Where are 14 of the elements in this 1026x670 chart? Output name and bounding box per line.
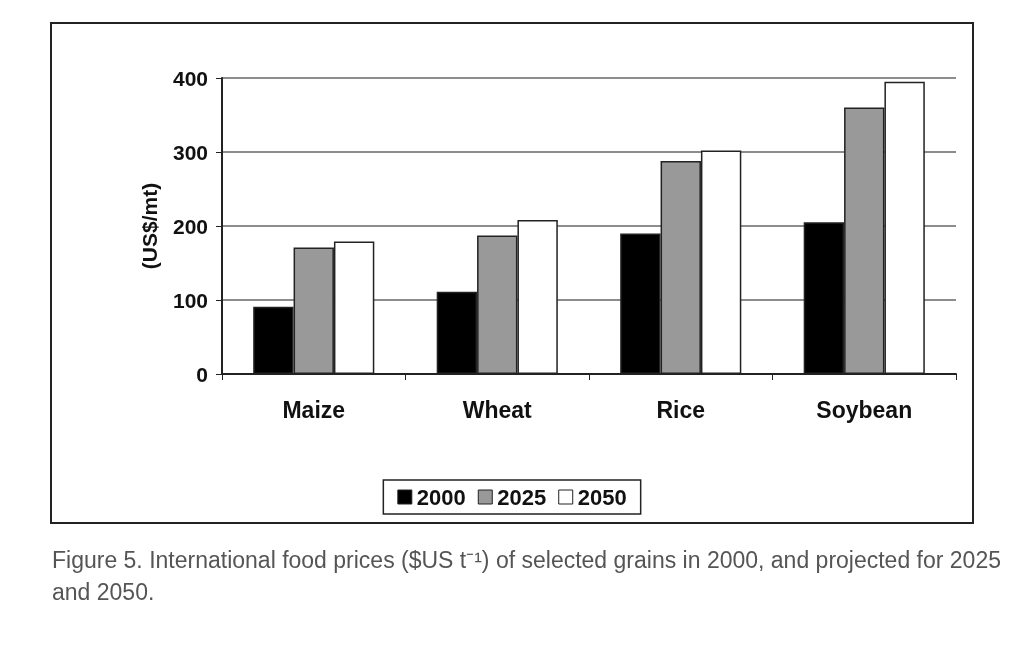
legend-label: 2000 (416, 484, 466, 510)
y-tick-label: 400 (172, 66, 208, 90)
x-tick-label: Rice (656, 396, 706, 423)
legend-label: 2050 (577, 484, 627, 510)
caption: Figure 5. International food prices ($US t⁻¹) of selected grains in 2000, and projected for 2025 and 2050. (52, 546, 1002, 607)
y-tick-label: 0 (196, 362, 208, 386)
legend-label: 2025 (497, 484, 547, 510)
x-tick-label: Wheat (462, 396, 533, 423)
x-tick-label: Soybean (816, 396, 913, 423)
x-tick-label: Maize (282, 396, 346, 423)
y-tick-label: 100 (172, 288, 208, 312)
y-tick-label: 200 (172, 214, 208, 238)
y-tick-label: 300 (172, 140, 208, 164)
y-axis-title: (US$/mt) (138, 182, 161, 270)
